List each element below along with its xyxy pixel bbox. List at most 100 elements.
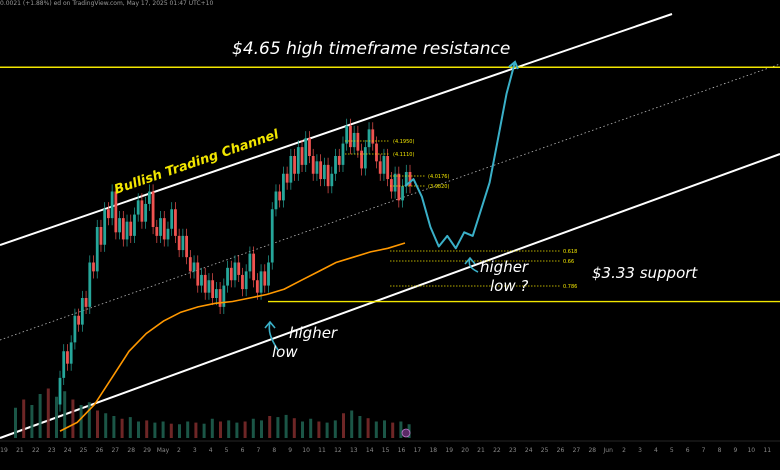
candle-body	[293, 156, 296, 174]
candle-body	[322, 164, 326, 180]
volume-bar	[79, 405, 83, 438]
volume-bar	[210, 418, 214, 438]
candle-body	[177, 235, 181, 251]
volume-bar	[292, 418, 296, 438]
x-tick-label: 4	[209, 447, 213, 454]
x-tick-label: 9	[288, 447, 292, 454]
fib-level-label: 0.66	[563, 259, 574, 265]
volume-bar	[137, 421, 140, 438]
candle-body	[125, 221, 129, 240]
volume-bar	[104, 413, 108, 438]
candle-body	[185, 235, 188, 258]
volume-bar	[251, 418, 255, 438]
candle-body	[166, 228, 170, 240]
candle-body	[267, 262, 270, 286]
candle-body	[170, 209, 174, 229]
candle-body	[375, 143, 378, 162]
x-tick-label: 5	[225, 447, 229, 454]
volume-bar	[145, 420, 149, 438]
x-tick-label: May	[157, 447, 170, 454]
candle-body	[371, 129, 375, 144]
x-tick-label: 14	[366, 447, 374, 454]
candle-body	[99, 227, 103, 245]
volume-bar	[333, 420, 337, 438]
candle-body	[330, 173, 334, 187]
volume-bar	[243, 421, 247, 438]
volume-bar	[219, 421, 222, 438]
volume-bar	[194, 422, 198, 438]
volume-bar	[30, 405, 34, 438]
x-tick-label: 18	[429, 447, 437, 454]
volume-bar	[55, 396, 58, 438]
x-tick-label: 19	[0, 447, 8, 454]
volume-bar	[202, 423, 206, 438]
candle-body	[121, 218, 125, 240]
x-tick-label: 27	[573, 447, 581, 454]
x-tick-label: 12	[334, 447, 342, 454]
candle-body	[181, 235, 185, 251]
volume-bar	[22, 399, 26, 438]
candle-body	[319, 161, 323, 180]
candle-body	[334, 156, 337, 174]
candle-body	[222, 285, 226, 307]
candle-body	[162, 218, 166, 240]
x-tick-label: 4	[654, 447, 658, 454]
candle-body	[341, 143, 345, 165]
candle-body	[360, 150, 363, 169]
volume-bar	[87, 402, 91, 438]
x-tick-label: 8	[272, 447, 276, 454]
candle-body	[285, 173, 289, 183]
candle-body	[214, 289, 218, 298]
candle-body	[304, 138, 308, 165]
candle-body	[129, 221, 133, 236]
candle-body	[66, 351, 69, 364]
candle-body	[103, 209, 107, 245]
candle-body	[114, 191, 118, 233]
volume-bar	[342, 413, 345, 438]
x-tick-label: 21	[16, 447, 24, 454]
candle-body	[278, 191, 282, 201]
x-tick-label: 25	[541, 447, 549, 454]
higher-low-2-label: higher	[480, 258, 529, 276]
candle-body	[408, 171, 412, 187]
volume-bar	[358, 416, 362, 438]
x-tick-label: 5	[670, 447, 674, 454]
candle-body	[274, 191, 278, 210]
volume-bar	[276, 417, 280, 438]
candle-body	[248, 253, 252, 272]
candle-body	[88, 262, 92, 307]
candle-body	[207, 280, 211, 293]
header-left-value: 0.0021 (+1.88%)	[0, 0, 52, 7]
x-tick-label: Jun	[603, 447, 614, 454]
candle-body	[200, 274, 203, 286]
candle-body	[196, 262, 200, 286]
higher-low-label: higher	[289, 324, 338, 342]
candle-body	[378, 161, 382, 174]
candle-body	[192, 262, 196, 272]
candle-body	[315, 161, 319, 174]
candle-body	[147, 191, 151, 204]
candle-body	[151, 191, 155, 227]
volume-bar	[186, 421, 190, 438]
volume-bar	[284, 414, 288, 438]
x-tick-label: 23	[48, 447, 56, 454]
volume-bar	[366, 418, 370, 438]
volume-bar	[120, 418, 124, 438]
candle-body	[77, 315, 81, 325]
x-tick-label: 10	[302, 447, 310, 454]
fib-level-label: (4.1950)	[393, 139, 414, 145]
candle-body	[255, 280, 259, 293]
candle-body	[282, 173, 285, 201]
header-text: ed on TradingView.com, May 17, 2025 01:4…	[53, 0, 214, 7]
x-tick-label: 3	[193, 447, 197, 454]
candle-body	[349, 125, 352, 148]
volume-bar	[71, 399, 75, 438]
candle-body	[311, 156, 315, 174]
resistance-label: $4.65 high timeframe resistance	[232, 39, 510, 59]
x-tick-label: 2	[622, 447, 626, 454]
candle-body	[140, 200, 144, 222]
x-tick-label: 11	[318, 447, 326, 454]
volume-bar	[391, 422, 395, 438]
candle-body	[92, 262, 95, 272]
x-tick-label: 26	[557, 447, 565, 454]
